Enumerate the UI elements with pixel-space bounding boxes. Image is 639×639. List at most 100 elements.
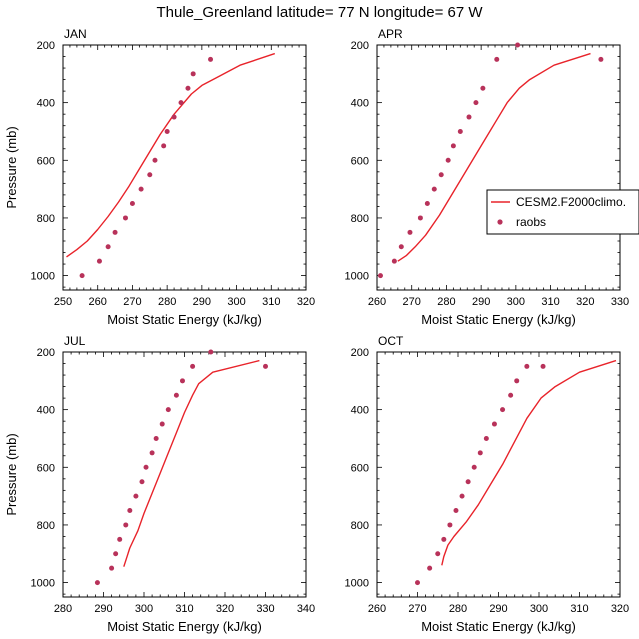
x-tick-label: 330 xyxy=(611,296,629,308)
x-tick-label: 300 xyxy=(227,296,245,308)
y-tick-label: 400 xyxy=(351,98,369,110)
obs-point xyxy=(105,244,111,250)
x-tick-label: 340 xyxy=(297,603,315,615)
panel-month-label: APR xyxy=(378,27,403,41)
x-tick-label: 280 xyxy=(437,296,455,308)
obs-point xyxy=(377,273,383,279)
obs-point xyxy=(164,128,170,134)
obs-point xyxy=(466,114,472,120)
obs-point xyxy=(415,580,420,586)
figure-title: Thule_Greenland latitude= 77 N longitude… xyxy=(156,4,483,21)
y-tick-label: 800 xyxy=(351,213,369,225)
y-tick-label: 1000 xyxy=(31,271,55,283)
obs-point xyxy=(94,580,100,586)
obs-point xyxy=(438,172,444,178)
plot-frame xyxy=(62,351,307,598)
obs-point xyxy=(149,450,155,456)
x-axis-label: Moist Static Energy (kJ/kg) xyxy=(421,619,576,634)
y-tick-label: 400 xyxy=(37,405,55,417)
obs-point xyxy=(127,508,133,514)
x-tick-label: 290 xyxy=(94,603,112,615)
obs-point xyxy=(263,363,268,369)
obs-point xyxy=(483,435,489,441)
obs-point xyxy=(500,407,506,413)
obs-point xyxy=(465,479,471,485)
y-axis-label: Pressure (mb) xyxy=(4,126,19,208)
x-tick-label: 280 xyxy=(54,603,72,615)
panel-apr: 260 270 280 290 300 310 320 330 200 400 600 800 1000… xyxy=(345,27,630,327)
x-tick-label: 320 xyxy=(216,603,234,615)
obs-point xyxy=(459,493,465,499)
panel-month-label: JUL xyxy=(64,334,86,348)
y-axis-label: Pressure (mb) xyxy=(4,433,19,515)
y-tick-label: 800 xyxy=(37,520,55,532)
x-tick-label: 320 xyxy=(576,296,594,308)
plot-frame xyxy=(62,44,307,291)
obs-point xyxy=(117,536,123,542)
x-tick-label: 250 xyxy=(54,296,72,308)
obs-point xyxy=(152,157,158,163)
x-tick-label: 280 xyxy=(449,603,467,615)
x-tick-label: 330 xyxy=(256,603,274,615)
panel-jul: 280 290 300 310 320 330 340 200 400 600 800 1000 Moi… xyxy=(4,334,315,634)
obs-point xyxy=(417,215,423,221)
obs-point xyxy=(165,407,171,413)
obs-point xyxy=(391,258,397,264)
legend-label-model: CESM2.F2000climo. xyxy=(516,195,626,209)
panels: 250 260 270 280 290 300 310 320 200 400 600 800 1000… xyxy=(4,27,629,634)
x-tick-label: 290 xyxy=(472,296,490,308)
series-line-model xyxy=(441,359,617,566)
y-tick-label: 1000 xyxy=(345,578,369,590)
obs-point xyxy=(450,143,456,149)
obs-point xyxy=(208,56,214,62)
obs-point xyxy=(398,244,404,250)
obs-point xyxy=(445,157,451,163)
x-tick-label: 270 xyxy=(408,603,426,615)
x-tick-label: 300 xyxy=(507,296,525,308)
obs-point xyxy=(161,143,167,149)
obs-point xyxy=(515,42,521,48)
obs-point xyxy=(79,273,85,279)
y-tick-label: 200 xyxy=(351,347,369,359)
obs-point xyxy=(447,522,453,528)
x-tick-label: 310 xyxy=(175,603,193,615)
obs-point xyxy=(453,508,459,514)
x-tick-label: 260 xyxy=(368,603,386,615)
y-tick-label: 800 xyxy=(351,520,369,532)
obs-point xyxy=(109,565,115,571)
obs-point xyxy=(179,378,185,384)
obs-point xyxy=(129,201,135,207)
x-tick-label: 270 xyxy=(403,296,421,308)
y-tick-label: 800 xyxy=(37,213,55,225)
x-tick-label: 260 xyxy=(89,296,107,308)
obs-point xyxy=(598,56,604,62)
y-tick-label: 400 xyxy=(351,405,369,417)
y-tick-label: 200 xyxy=(37,347,55,359)
obs-point xyxy=(147,172,153,178)
y-tick-label: 1000 xyxy=(31,578,55,590)
obs-point xyxy=(431,186,437,192)
obs-point xyxy=(473,100,479,106)
plot-frame xyxy=(376,44,621,291)
x-tick-label: 260 xyxy=(368,296,386,308)
obs-point xyxy=(171,114,177,120)
obs-point xyxy=(113,551,119,557)
y-tick-label: 200 xyxy=(351,40,369,52)
plot-frame xyxy=(376,351,621,598)
panel-oct: 260 270 280 290 300 310 320 200 400 600 800 1000 Moi… xyxy=(345,334,630,634)
x-tick-label: 310 xyxy=(570,603,588,615)
series-line-model xyxy=(66,52,276,258)
x-tick-label: 310 xyxy=(541,296,559,308)
obs-point xyxy=(407,229,413,235)
obs-point xyxy=(178,100,184,106)
obs-point xyxy=(508,392,514,398)
legend: CESM2.F2000climo. raobs xyxy=(486,189,639,235)
y-tick-label: 600 xyxy=(351,155,369,167)
series-line-model xyxy=(123,359,260,567)
obs-point xyxy=(524,363,530,369)
legend-box xyxy=(486,189,639,235)
x-tick-label: 290 xyxy=(193,296,211,308)
obs-point xyxy=(143,464,149,470)
obs-point xyxy=(159,421,165,427)
